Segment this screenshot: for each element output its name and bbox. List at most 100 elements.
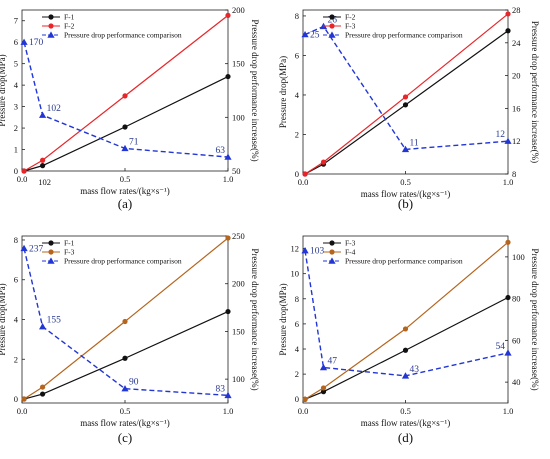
y-right-tick-label: 150 (232, 59, 245, 69)
y-right-tick-label: 40 (512, 377, 521, 387)
data-point (225, 12, 231, 18)
y-right-tick-label: 100 (512, 252, 525, 262)
data-label: 90 (129, 378, 139, 388)
legend-marker (48, 23, 54, 29)
y-tick-label: 0 (14, 166, 18, 176)
x-tick-label: 0.5 (400, 177, 411, 187)
data-point (402, 347, 409, 353)
data-point (505, 294, 511, 301)
legend-entry: F-4 (345, 248, 356, 257)
panel-label: (d) (398, 430, 413, 445)
data-point (320, 385, 327, 391)
y-right-tick-label: 60 (512, 335, 521, 345)
y-right-tick-label: 16 (512, 103, 521, 113)
data-point (40, 157, 46, 163)
legend-marker (48, 249, 54, 255)
y-right-tick-label: 50 (232, 166, 241, 176)
data-point (224, 153, 232, 160)
y-right-tick-label: 12 (512, 136, 521, 146)
y-right-axis-label: Pressure drop performance increase(%) (530, 21, 540, 163)
legend-entry: F-3 (64, 248, 75, 257)
legend-entry: F-3 (345, 22, 356, 31)
y-tick-label: 6 (14, 37, 18, 47)
x-tick-label: 0.5 (400, 406, 411, 416)
data-point (505, 11, 511, 17)
data-point (21, 396, 27, 402)
y-tick-label: 6 (295, 50, 299, 60)
data-point (122, 355, 128, 361)
y-tick-label: 2 (14, 123, 18, 133)
x-tick-label: 0.0 (17, 174, 28, 184)
legend-marker (48, 14, 54, 20)
y-right-axis-label: Pressure drop performance increase(%) (250, 19, 260, 161)
data-point (505, 239, 511, 245)
data-point (224, 391, 232, 399)
data-point (301, 247, 309, 254)
y-tick-label: 0 (14, 394, 18, 404)
y-right-axis-label: Pressure drop performance increase(%) (530, 248, 540, 390)
data-point (39, 323, 47, 330)
legend-marker (329, 249, 335, 255)
series-line-3 (23, 248, 229, 397)
legend-entry: F-3 (345, 239, 356, 248)
data-label: 83 (216, 384, 226, 394)
legend-marker (328, 257, 336, 264)
legend-entry: Pressure drop performance comparison (345, 31, 463, 40)
panel-label: (b) (398, 196, 413, 211)
data-point (302, 396, 308, 402)
data-label: 12 (496, 130, 506, 140)
data-label: 25 (310, 31, 320, 41)
y-tick-label: 2 (295, 129, 299, 139)
y-tick-label: 4 (14, 315, 19, 325)
legend-entry: F-2 (345, 13, 356, 22)
data-point (225, 235, 231, 241)
y-tick-label: 8 (295, 294, 299, 304)
x-axis-label: mass flow rates/(kg×s⁻¹) (361, 418, 451, 428)
data-point (40, 384, 46, 390)
legend-marker (328, 31, 336, 38)
y-right-tick-label: 8 (512, 169, 516, 179)
data-label: 11 (410, 138, 419, 148)
data-point (504, 137, 512, 144)
legend-marker (329, 240, 335, 246)
y-right-tick-label: 24 (512, 38, 521, 48)
data-point (505, 28, 511, 34)
legend-entry: F-1 (64, 239, 75, 248)
data-point (122, 93, 128, 99)
y-right-tick-label: 20 (512, 71, 521, 81)
data-point (39, 111, 47, 118)
data-label: 102 (47, 104, 62, 114)
legend-entry: F-1 (64, 13, 75, 22)
y-tick-label: 0 (295, 169, 299, 179)
y-tick-label: 4 (14, 80, 19, 90)
x-tick-label: 1.0 (503, 406, 514, 416)
y-right-tick-label: 100 (232, 374, 245, 384)
x-tick-label: 0.5 (120, 406, 131, 416)
series-line-1 (23, 311, 229, 400)
chart-panel-3: 0.0 0.5 1.0 0 2 4 6 8 100 150 200 250 mass flow rate… (0, 231, 260, 445)
data-label: 26 (328, 15, 338, 25)
data-point (225, 73, 231, 80)
series-line-3 (23, 42, 229, 158)
y-tick-label: 8 (295, 11, 299, 21)
y-right-tick-label: 150 (232, 326, 245, 336)
series-line-1 (23, 76, 229, 172)
series-line-3 (304, 25, 509, 151)
data-point (301, 31, 309, 38)
y-tick-label: 3 (14, 102, 18, 112)
data-point (401, 372, 410, 379)
y-tick-label: 4 (295, 344, 300, 354)
x-tick-label: 1.0 (503, 177, 514, 187)
data-point (320, 159, 327, 165)
y-tick-label: 2 (295, 369, 299, 379)
data-label: 155 (47, 316, 62, 326)
data-point (402, 102, 409, 108)
x-axis-label: mass flow rates/(kg×s⁻¹) (80, 418, 170, 428)
series-line-3 (304, 250, 509, 377)
data-label: 170 (29, 38, 43, 48)
data-point (20, 244, 28, 252)
legend-entry: F-2 (64, 22, 75, 31)
x-axis-label: mass flow rates/(kg×s⁻¹) (80, 186, 170, 196)
data-label: 47 (328, 357, 338, 367)
